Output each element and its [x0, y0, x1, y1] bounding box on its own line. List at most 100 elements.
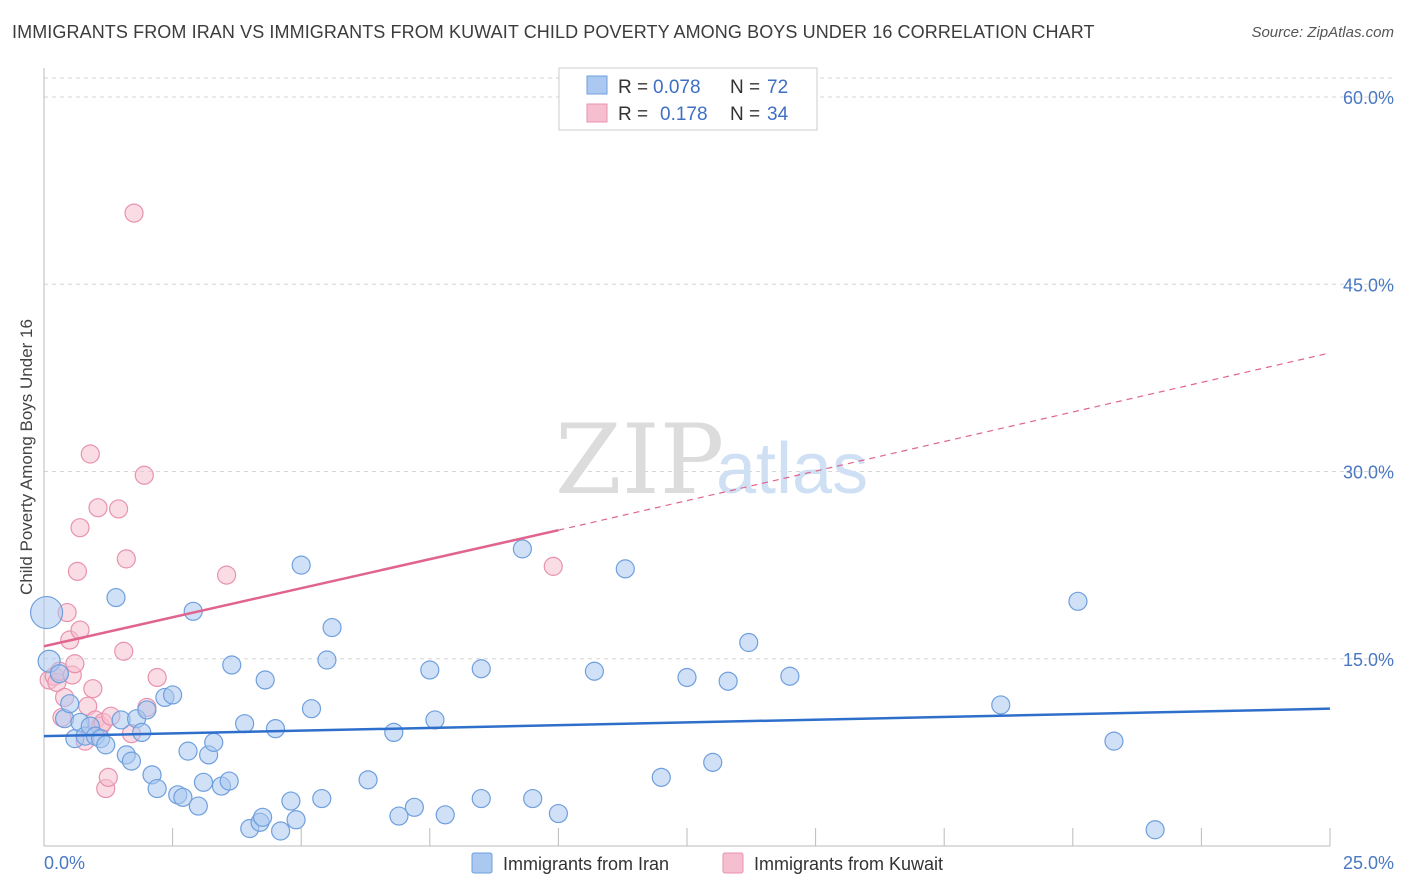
kuwait-point — [134, 465, 154, 485]
x-tick-label-max: 25.0% — [1343, 853, 1394, 873]
watermark: ZIP atlas — [555, 404, 868, 516]
kuwait-series — [39, 203, 563, 799]
iran-point — [322, 617, 342, 638]
iran-point — [106, 587, 126, 608]
stats-legend: R = 0.078 N = 72 R = 0.178 N = 34 — [558, 67, 818, 131]
iran-point — [548, 803, 569, 824]
iran-point — [147, 778, 167, 799]
iran-point — [471, 788, 491, 809]
iran-point — [173, 787, 193, 807]
iran-point — [584, 661, 605, 681]
iran-point — [60, 694, 80, 714]
iran-point — [235, 714, 255, 734]
kuwait-point — [70, 518, 90, 538]
kuwait-point — [88, 498, 108, 518]
iran-point — [271, 821, 291, 841]
bottom-legend-kuwait-swatch — [722, 852, 744, 874]
kuwait-point — [543, 556, 563, 576]
iran-point — [435, 805, 455, 825]
iran-point — [703, 752, 723, 772]
grid-lines — [44, 77, 1394, 660]
iran-point — [29, 595, 64, 630]
iran-point — [121, 751, 142, 771]
iran-point — [1145, 820, 1165, 840]
iran-point — [471, 659, 491, 679]
iran-point — [204, 732, 224, 752]
source-label: Source: ZipAtlas.com — [1251, 24, 1394, 41]
iran-point — [677, 667, 697, 688]
iran-point — [265, 719, 286, 739]
iran-point — [1104, 731, 1124, 751]
iran-point — [718, 671, 738, 691]
kuwait-point — [98, 767, 118, 787]
iran-point — [312, 788, 332, 809]
iran-point — [615, 559, 635, 579]
bottom-legend: Immigrants from Iran Immigrants from Kuw… — [471, 852, 943, 874]
x-axis-ticks — [43, 828, 1331, 846]
iran-point — [253, 807, 273, 827]
iran-point — [404, 797, 424, 817]
kuwait-point — [147, 667, 167, 688]
kuwait-point — [114, 641, 134, 661]
iran-point — [222, 655, 242, 675]
iran-point — [49, 664, 70, 684]
kuwait-point — [124, 203, 144, 223]
stats-legend-kuwait-swatch — [586, 103, 608, 123]
kuwait-point — [83, 679, 103, 699]
chart-title: IMMIGRANTS FROM IRAN VS IMMIGRANTS FROM … — [12, 22, 1095, 42]
iran-point — [780, 666, 800, 686]
y-tick-label: 15.0% — [1343, 650, 1394, 670]
iran-point — [281, 791, 301, 811]
stats-legend-iran-n-value: 72 — [767, 77, 788, 98]
iran-point — [389, 806, 409, 826]
iran-point — [425, 710, 445, 730]
kuwait-point — [67, 561, 88, 581]
iran-point — [317, 650, 337, 670]
watermark-zip: ZIP — [555, 404, 724, 516]
y-axis-label: Child Poverty Among Boys Under 16 — [17, 319, 36, 595]
iran-point — [188, 796, 208, 816]
kuwait-trend-line — [43, 528, 559, 648]
stats-legend-kuwait-n-value: 34 — [767, 104, 789, 125]
kuwait-point — [217, 565, 237, 585]
iran-point — [523, 788, 543, 809]
iran-point — [96, 735, 116, 755]
iran-point — [178, 741, 198, 761]
iran-point — [255, 670, 275, 690]
iran-series — [29, 539, 1165, 841]
kuwait-point — [116, 549, 136, 569]
iran-point — [301, 699, 322, 719]
iran-point — [1068, 591, 1088, 611]
iran-point — [132, 722, 152, 743]
stats-legend-kuwait-r-label: R = — [618, 104, 648, 125]
iran-point — [193, 772, 214, 792]
stats-legend-iran-r-value: 0.078 — [653, 77, 701, 98]
iran-point — [286, 810, 306, 830]
trend-lines — [43, 352, 1331, 738]
watermark-atlas: atlas — [716, 429, 868, 509]
bottom-legend-iran-swatch — [471, 852, 493, 874]
kuwait-point — [65, 654, 85, 674]
stats-legend-iran-swatch — [586, 75, 608, 95]
stats-legend-kuwait-r-value: 0.178 — [660, 104, 708, 125]
stats-legend-kuwait-n-label: N = — [730, 104, 760, 125]
iran-point — [358, 770, 378, 790]
y-tick-label: 30.0% — [1343, 463, 1394, 483]
y-tick-label: 45.0% — [1343, 275, 1394, 295]
y-tick-label: 60.0% — [1343, 88, 1394, 108]
iran-point — [739, 632, 759, 653]
iran-point — [512, 539, 532, 559]
iran-point — [651, 767, 671, 787]
stats-legend-iran-n-label: N = — [730, 77, 760, 98]
stats-legend-iran-r-label: R = — [618, 77, 648, 98]
kuwait-point — [80, 444, 100, 464]
iran-trend-line — [43, 707, 1331, 738]
bottom-legend-iran-label: Immigrants from Iran — [503, 854, 669, 874]
iran-point — [219, 771, 239, 791]
iran-point — [420, 660, 440, 680]
x-tick-label-min: 0.0% — [44, 853, 85, 873]
iran-point — [991, 695, 1011, 715]
y-axis-tick-labels: 15.0% 30.0% 45.0% 60.0% — [1343, 88, 1394, 670]
kuwait-point — [108, 499, 129, 519]
